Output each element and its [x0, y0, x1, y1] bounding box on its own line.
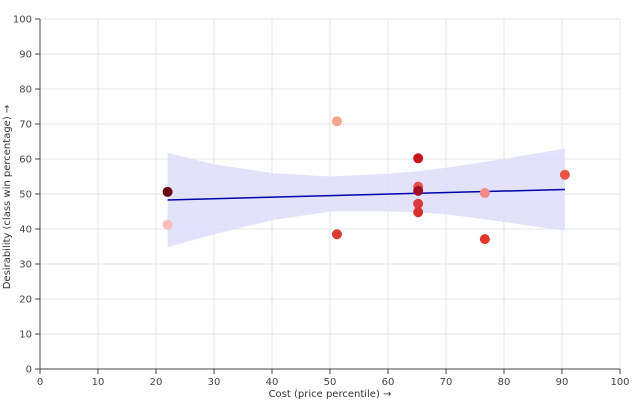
y-tick-label: 20 — [19, 295, 32, 306]
data-point[interactable] — [331, 116, 342, 127]
confidence-band — [167, 148, 565, 248]
points-layer — [162, 116, 570, 245]
x-tick-label: 50 — [324, 377, 337, 388]
data-point[interactable] — [413, 185, 424, 196]
x-tick-label: 70 — [440, 377, 453, 388]
y-tick-label: 10 — [19, 330, 32, 341]
y-tick-label: 90 — [19, 50, 32, 61]
grid-layer — [40, 18, 621, 369]
x-tick-label: 20 — [150, 377, 163, 388]
tick-labels-layer: 0 10 20 30 40 50 60 70 80 90 100 0 10 20 30 40 50 60 70 80 9… — [13, 15, 630, 389]
trendline-layer — [167, 188, 565, 201]
y-tick-label: 50 — [19, 190, 32, 201]
data-point[interactable] — [331, 229, 342, 240]
data-point[interactable] — [162, 186, 173, 197]
y-tick-label: 0 — [26, 365, 32, 376]
y-tick-label: 70 — [19, 120, 32, 131]
axis-layer — [35, 18, 621, 374]
data-point[interactable] — [413, 207, 424, 218]
x-tick-label: 40 — [266, 377, 279, 388]
data-point[interactable] — [479, 187, 490, 198]
y-tick-label: 30 — [19, 260, 32, 271]
data-point[interactable] — [479, 234, 490, 245]
data-point[interactable] — [413, 198, 424, 209]
x-tick-label: 0 — [37, 377, 43, 388]
y-tick-label: 80 — [19, 85, 32, 96]
x-tick-label: 30 — [208, 377, 221, 388]
y-tick-label: 60 — [19, 155, 32, 166]
x-axis-title: Cost (price percentile) → — [269, 389, 392, 400]
trendline — [167, 188, 565, 201]
data-point[interactable] — [162, 219, 173, 230]
y-tick-label: 100 — [13, 15, 32, 26]
data-point[interactable] — [413, 153, 424, 164]
x-tick-label: 10 — [92, 377, 105, 388]
y-tick-label: 40 — [19, 225, 32, 236]
confidence-band-layer — [167, 148, 565, 248]
x-tick-label: 80 — [498, 377, 511, 388]
y-axis-title: Desirability (class win percentage) → — [2, 105, 13, 290]
x-tick-label: 60 — [382, 377, 395, 388]
data-point[interactable] — [559, 169, 570, 180]
x-tick-label: 90 — [556, 377, 569, 388]
x-tick-label: 100 — [610, 377, 629, 388]
